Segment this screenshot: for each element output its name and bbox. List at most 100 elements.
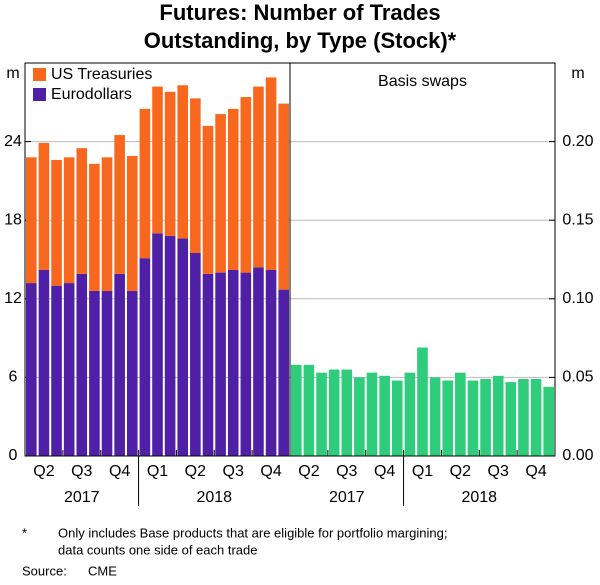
bar xyxy=(177,238,189,456)
bar xyxy=(177,85,189,239)
legend-swatch xyxy=(33,68,46,81)
bar xyxy=(164,235,176,456)
bar xyxy=(101,157,113,291)
chart-title: Outstanding, by Type (Stock)* xyxy=(144,28,457,53)
bar xyxy=(139,258,151,456)
bar xyxy=(240,97,252,273)
bar xyxy=(114,273,125,456)
bar xyxy=(467,380,479,456)
year-label: 2017 xyxy=(64,489,100,506)
x-tick-label: Q4 xyxy=(374,463,395,480)
bar xyxy=(240,272,252,456)
bar xyxy=(455,372,466,456)
bar xyxy=(76,148,88,274)
x-tick-label: Q4 xyxy=(525,463,546,480)
bar xyxy=(227,108,239,270)
bar xyxy=(38,269,50,456)
bar xyxy=(126,156,138,291)
bar xyxy=(215,114,226,273)
footnote: Only includes Base products that are eli… xyxy=(58,525,448,540)
x-tick-label: Q4 xyxy=(260,463,281,480)
year-label: 2018 xyxy=(461,489,497,506)
x-tick-label: Q4 xyxy=(109,463,130,480)
bar xyxy=(278,103,289,290)
bar xyxy=(164,91,176,236)
y-tick-label: 12 xyxy=(4,290,22,307)
y-tick-label: 6 xyxy=(9,369,18,386)
bar xyxy=(101,290,113,456)
bar xyxy=(480,378,491,456)
bar xyxy=(139,108,151,259)
bar xyxy=(303,364,315,456)
bar xyxy=(227,269,239,456)
y-tick-label: 0.10 xyxy=(562,290,593,307)
bar xyxy=(202,125,214,274)
bar xyxy=(391,380,403,456)
bar xyxy=(152,86,163,234)
y-tick-label: 0.05 xyxy=(562,369,593,386)
bar xyxy=(429,377,441,456)
bar xyxy=(63,157,75,284)
y-axis-label: m xyxy=(6,65,19,82)
source: CME xyxy=(88,563,117,578)
bar xyxy=(253,267,264,456)
bar xyxy=(114,135,125,274)
x-tick-label: Q2 xyxy=(185,463,206,480)
x-tick-label: Q3 xyxy=(71,463,92,480)
bar xyxy=(51,285,62,456)
bar xyxy=(354,377,365,456)
bar xyxy=(63,283,75,456)
bar xyxy=(126,290,138,456)
x-tick-label: Q1 xyxy=(147,463,168,480)
x-tick-label: Q3 xyxy=(336,463,357,480)
x-tick-label: Q2 xyxy=(33,463,54,480)
bar xyxy=(152,233,163,456)
bar xyxy=(265,77,277,270)
x-tick-label: Q1 xyxy=(412,463,433,480)
y-tick-label: 0 xyxy=(9,447,18,464)
bar xyxy=(253,86,264,268)
bar xyxy=(38,142,50,270)
bar xyxy=(366,372,378,456)
y-tick-label: 18 xyxy=(4,211,22,228)
bar xyxy=(26,157,37,284)
bar xyxy=(417,347,428,456)
bar xyxy=(543,386,554,456)
year-label: 2017 xyxy=(329,489,365,506)
bar xyxy=(316,372,327,456)
y-tick-label: 24 xyxy=(4,133,22,150)
y-tick-label: 0.00 xyxy=(562,447,593,464)
legend-swatch xyxy=(33,88,46,101)
footnote: data counts one side of each trade xyxy=(58,542,257,557)
panel-title: Basis swaps xyxy=(378,73,467,90)
bar xyxy=(442,380,454,456)
bar xyxy=(76,273,88,456)
bar xyxy=(202,273,214,456)
y-tick-label: 0.15 xyxy=(562,211,593,228)
footnote-marker: * xyxy=(22,525,27,540)
bar xyxy=(492,375,504,456)
bar xyxy=(518,378,529,456)
bar xyxy=(291,364,302,456)
bar xyxy=(404,372,416,456)
bar xyxy=(379,375,390,456)
source-label: Source: xyxy=(22,563,67,578)
bar xyxy=(26,283,37,456)
y-tick-label: 0.20 xyxy=(562,133,593,150)
x-tick-label: Q3 xyxy=(488,463,509,480)
bar xyxy=(265,269,277,456)
x-tick-label: Q3 xyxy=(223,463,244,480)
year-label: 2018 xyxy=(196,489,232,506)
bar xyxy=(51,159,62,286)
bar xyxy=(328,369,340,456)
bar xyxy=(190,98,201,253)
bar xyxy=(215,272,226,456)
bar xyxy=(505,382,517,456)
bar xyxy=(278,289,289,456)
legend-label: US Treasuries xyxy=(51,66,152,83)
bar xyxy=(89,163,100,291)
bar xyxy=(89,290,100,456)
y-axis-label: m xyxy=(571,65,584,82)
bar xyxy=(530,378,542,456)
